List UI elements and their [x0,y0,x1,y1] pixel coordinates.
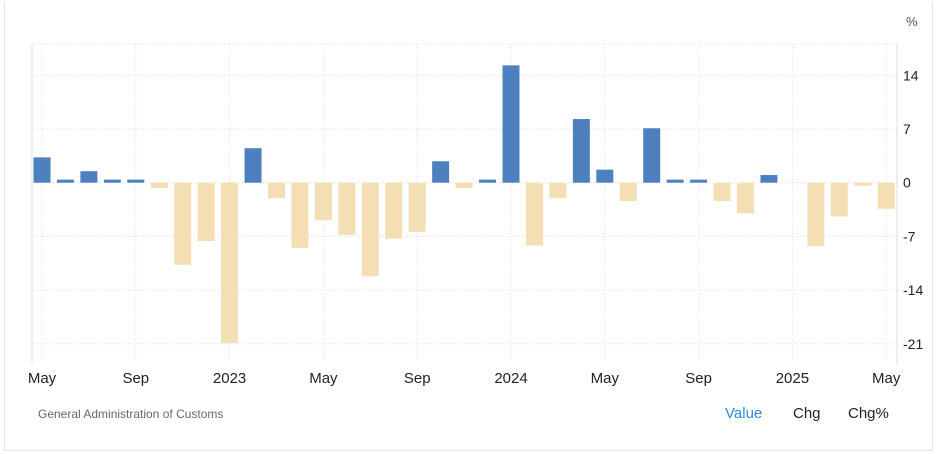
bar-jun-2022 [56,179,74,183]
bar-jan-2024 [502,65,520,183]
bar-aug-2024 [666,179,684,183]
bar-jun-2024 [619,182,637,202]
bar-apr-2025 [854,182,872,186]
tab-value[interactable]: Value [725,405,763,422]
bar-dec-2023 [479,179,497,183]
y-tick-label: -21 [903,336,923,352]
bar-sep-2022 [127,179,145,183]
chart-frame [4,2,933,451]
y-tick-label: -14 [903,282,923,298]
bar-jan-2023 [221,182,239,344]
unit-label: % [906,14,918,29]
bar-oct-2024 [713,182,731,202]
bar-jul-2022 [80,171,98,183]
bar-nov-2022 [174,182,192,265]
bar-feb-2025 [807,182,825,247]
bar-mar-2025 [830,182,848,217]
bar-jul-2024 [643,128,661,183]
bar-mar-2024 [549,182,567,199]
bar-jul-2023 [361,182,379,277]
x-tick-label: May [591,370,620,387]
x-tick-label: Sep [122,370,149,387]
bar-apr-2023 [291,182,309,248]
bar-apr-2024 [572,119,590,183]
bar-sep-2023 [408,182,426,232]
x-tick-label: Sep [404,370,431,387]
bar-may-2022 [33,157,51,183]
x-tick-label: 2023 [213,370,246,387]
bar-may-2025 [877,182,895,209]
bar-aug-2022 [103,179,121,183]
bar-mar-2023 [268,182,285,199]
y-tick-label: -7 [903,228,916,244]
bar-chart: 14 7 0 -7 -14 -21 May Sep 2023 May Sep 2024 May Sep 20… [28,43,923,387]
x-tick-label: May [872,370,901,387]
y-tick-label: 14 [903,67,919,83]
bar-dec-2024 [760,175,778,183]
x-tick-label: May [28,370,57,387]
tab-chg-percent[interactable]: Chg% [848,405,889,422]
tab-chg[interactable]: Chg [793,405,821,422]
bar-aug-2023 [385,182,403,239]
bar-jun-2023 [338,182,356,235]
x-tick-label: Sep [685,370,712,387]
bar-nov-2024 [737,182,754,214]
bar-nov-2023 [455,182,473,189]
bar-dec-2022 [197,182,215,241]
x-tick-label: May [309,370,338,387]
x-tick-label: 2024 [494,370,527,387]
source-label: General Administration of Customs [38,407,224,421]
bar-oct-2023 [432,161,450,183]
bar-feb-2023 [244,148,262,183]
bar-sep-2024 [690,179,708,183]
y-tick-label: 7 [903,121,911,137]
x-tick-label: 2025 [776,370,809,387]
bar-may-2024 [596,169,614,183]
bar-may-2023 [314,182,332,221]
y-tick-label: 0 [903,175,911,191]
bar-oct-2022 [150,182,168,189]
bar-feb-2024 [525,182,543,246]
